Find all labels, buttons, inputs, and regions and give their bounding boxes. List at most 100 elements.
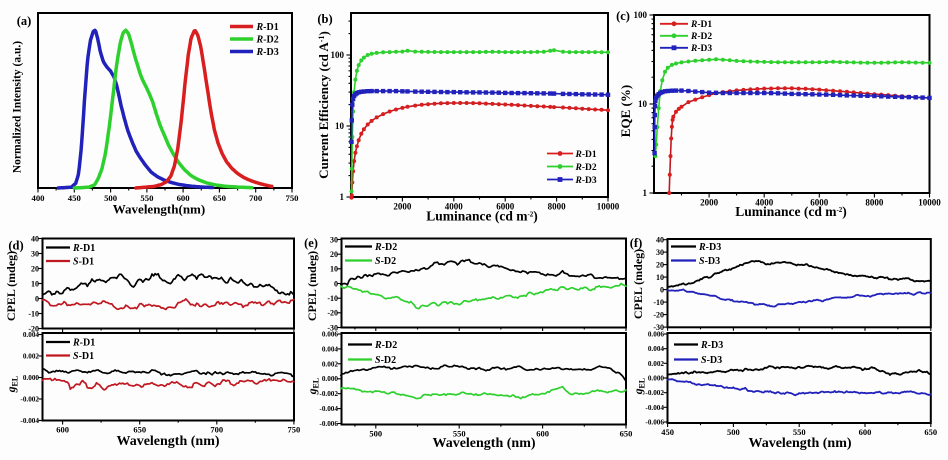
svg-text:4000: 4000 <box>445 202 464 212</box>
svg-text:S-D1: S-D1 <box>73 257 94 268</box>
svg-text:Luminance (cd m-2): Luminance (cd m-2) <box>426 209 538 224</box>
svg-text:-0.004: -0.004 <box>20 417 39 425</box>
svg-text:30: 30 <box>330 235 338 244</box>
svg-text:-30: -30 <box>327 323 338 332</box>
svg-text:Luminance (cd m-2): Luminance (cd m-2) <box>735 204 847 219</box>
svg-text:750: 750 <box>288 425 301 435</box>
svg-text:0.006: 0.006 <box>322 331 339 339</box>
svg-text:600: 600 <box>56 425 69 435</box>
svg-text:650: 650 <box>924 427 937 437</box>
svg-text:6000: 6000 <box>496 202 515 212</box>
svg-text:S-D2: S-D2 <box>375 256 396 267</box>
svg-text:R-D1: R-D1 <box>256 22 279 33</box>
svg-text:0.006: 0.006 <box>648 331 665 339</box>
svg-text:R-D2: R-D2 <box>374 242 397 253</box>
svg-text:1: 1 <box>643 188 648 198</box>
svg-text:-30: -30 <box>653 323 664 332</box>
svg-text:650: 650 <box>213 193 227 203</box>
svg-text:-0.006: -0.006 <box>645 419 664 427</box>
svg-text:-0.002: -0.002 <box>319 390 338 398</box>
svg-text:(c): (c) <box>616 9 630 23</box>
svg-text:-10: -10 <box>327 294 338 303</box>
svg-text:0.004: 0.004 <box>648 345 665 353</box>
svg-text:600: 600 <box>859 427 872 437</box>
svg-text:4000: 4000 <box>755 198 774 208</box>
svg-text:(f): (f) <box>630 236 643 250</box>
svg-text:30: 30 <box>656 248 664 257</box>
svg-text:700: 700 <box>210 425 223 435</box>
svg-text:100: 100 <box>331 50 345 60</box>
svg-text:700: 700 <box>249 193 263 203</box>
svg-text:0.000: 0.000 <box>322 375 339 383</box>
svg-text:R-D1: R-D1 <box>690 20 712 30</box>
svg-text:10: 10 <box>330 265 338 274</box>
svg-text:Wavelength (nm): Wavelength (nm) <box>748 436 851 451</box>
svg-text:10000: 10000 <box>597 202 620 212</box>
svg-text:R-D1: R-D1 <box>575 150 597 160</box>
svg-text:10: 10 <box>335 121 345 131</box>
svg-text:R-D3: R-D3 <box>700 340 723 351</box>
svg-text:0: 0 <box>660 285 664 294</box>
svg-text:40: 40 <box>31 234 39 243</box>
svg-text:400: 400 <box>31 193 45 203</box>
svg-text:R-D2: R-D2 <box>690 32 712 42</box>
svg-text:(d): (d) <box>8 239 23 253</box>
svg-text:CPEL (mdeg): CPEL (mdeg) <box>305 251 319 321</box>
svg-text:-20: -20 <box>653 310 664 319</box>
svg-text:R-D3: R-D3 <box>575 176 597 186</box>
svg-text:-20: -20 <box>327 309 338 318</box>
svg-text:S-D3: S-D3 <box>701 355 722 366</box>
svg-text:2000: 2000 <box>700 198 719 208</box>
svg-text:450: 450 <box>68 193 82 203</box>
svg-text:550: 550 <box>140 193 154 203</box>
svg-text:1: 1 <box>340 192 345 202</box>
svg-text:EQE (%): EQE (%) <box>618 85 633 137</box>
svg-text:0.004: 0.004 <box>322 345 339 353</box>
svg-text:gEL: gEL <box>6 376 20 393</box>
svg-text:450: 450 <box>661 427 674 437</box>
svg-text:10: 10 <box>656 273 664 282</box>
svg-text:8000: 8000 <box>865 198 884 208</box>
svg-text:CPEL (mdeg): CPEL (mdeg) <box>4 251 18 321</box>
svg-text:550: 550 <box>453 429 466 439</box>
svg-text:30: 30 <box>31 249 39 258</box>
svg-text:550: 550 <box>793 427 806 437</box>
svg-text:0.000: 0.000 <box>648 375 665 383</box>
svg-text:0.002: 0.002 <box>23 353 40 361</box>
svg-text:6000: 6000 <box>810 198 829 208</box>
svg-text:R-D3: R-D3 <box>690 44 712 54</box>
svg-text:650: 650 <box>133 425 146 435</box>
svg-text:20: 20 <box>330 250 338 259</box>
svg-text:(a): (a) <box>17 14 32 28</box>
svg-text:(b): (b) <box>317 12 332 26</box>
svg-text:R-D1: R-D1 <box>72 338 95 349</box>
svg-text:0.000: 0.000 <box>23 374 40 382</box>
svg-text:-0.006: -0.006 <box>319 420 338 428</box>
svg-text:20: 20 <box>656 260 664 269</box>
svg-text:500: 500 <box>104 193 118 203</box>
svg-text:-0.004: -0.004 <box>319 405 338 413</box>
svg-text:CPEL (mdeg): CPEL (mdeg) <box>631 249 645 319</box>
svg-text:40: 40 <box>656 236 664 245</box>
svg-text:-0.004: -0.004 <box>645 404 664 412</box>
svg-text:8000: 8000 <box>548 202 567 212</box>
svg-text:0: 0 <box>334 279 338 288</box>
svg-text:R-D2: R-D2 <box>575 163 597 173</box>
svg-text:gEL: gEL <box>307 378 321 395</box>
svg-text:10: 10 <box>638 99 648 109</box>
svg-text:600: 600 <box>177 193 191 203</box>
svg-text:-10: -10 <box>653 298 664 307</box>
svg-text:600: 600 <box>536 429 549 439</box>
svg-text:S-D1: S-D1 <box>73 351 94 362</box>
svg-text:0.002: 0.002 <box>648 360 665 368</box>
svg-text:R-D3: R-D3 <box>698 242 721 253</box>
svg-text:R-D3: R-D3 <box>256 47 279 58</box>
svg-text:-0.002: -0.002 <box>645 389 664 397</box>
svg-text:20: 20 <box>31 264 39 273</box>
svg-text:S-D2: S-D2 <box>375 355 396 366</box>
svg-text:Wavelength (nm): Wavelength (nm) <box>116 434 219 449</box>
svg-text:gEL: gEL <box>633 378 647 395</box>
svg-text:-20: -20 <box>28 324 39 333</box>
svg-text:R-D2: R-D2 <box>256 35 279 46</box>
svg-text:2000: 2000 <box>393 202 412 212</box>
